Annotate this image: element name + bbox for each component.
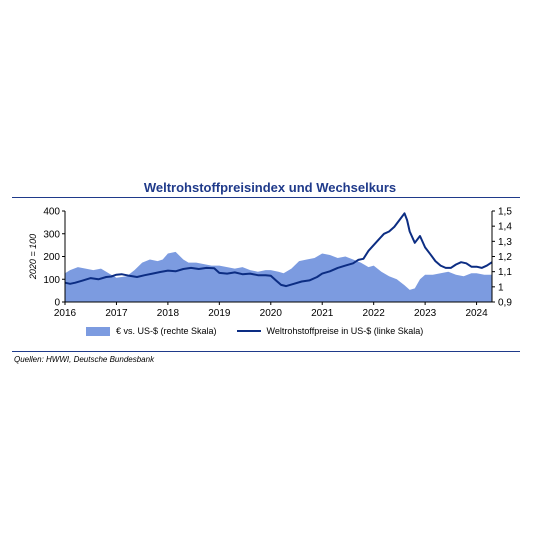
title-divider: [12, 197, 520, 198]
legend-item-commodity: Weltrohstoffpreise in US-$ (linke Skala): [236, 326, 424, 336]
right-tick-label: 1: [498, 282, 504, 293]
y-axis-label-left: 2020 = 100: [28, 234, 38, 280]
right-tick-label: 1,3: [498, 237, 512, 248]
legend-item-eur-usd: € vs. US-$ (rechte Skala): [86, 326, 217, 336]
x-tick-label: 2017: [105, 308, 128, 319]
right-tick-label: 1,2: [498, 252, 512, 263]
right-tick-label: 1,5: [498, 207, 512, 218]
x-tick-label: 2018: [157, 308, 180, 319]
left-tick-label: 100: [43, 275, 60, 286]
x-tick-label: 2024: [465, 308, 488, 319]
source-note: Quellen: HWWI, Deutsche Bundesbank: [14, 355, 155, 364]
x-tick-label: 2021: [311, 308, 334, 319]
legend-label-eur-usd: € vs. US-$ (rechte Skala): [116, 326, 217, 336]
x-tick-label: 2016: [54, 308, 77, 319]
right-tick-label: 1,1: [498, 267, 512, 278]
left-tick-label: 400: [43, 207, 60, 218]
x-tick-label: 2023: [414, 308, 437, 319]
x-tick-label: 2019: [208, 308, 231, 319]
chart-legend: € vs. US-$ (rechte Skala) Weltrohstoffpr…: [86, 326, 443, 336]
chart-title: Weltrohstoffpreisindex und Wechselkurs: [143, 180, 397, 195]
right-tick-label: 1,4: [498, 222, 512, 233]
x-tick-label: 2020: [260, 308, 283, 319]
area-series-eur-usd: [65, 251, 492, 302]
right-tick-label: 0,9: [498, 298, 512, 309]
line-series-commodity: [64, 212, 493, 288]
legend-swatch-line: [236, 330, 261, 332]
bottom-divider: [12, 351, 520, 352]
legend-swatch-area: [86, 326, 110, 336]
legend-label-commodity: Weltrohstoffpreise in US-$ (linke Skala): [266, 326, 424, 336]
left-tick-label: 0: [54, 298, 60, 309]
left-tick-label: 300: [43, 229, 60, 240]
left-tick-label: 200: [43, 252, 60, 263]
x-tick-label: 2022: [363, 308, 386, 319]
